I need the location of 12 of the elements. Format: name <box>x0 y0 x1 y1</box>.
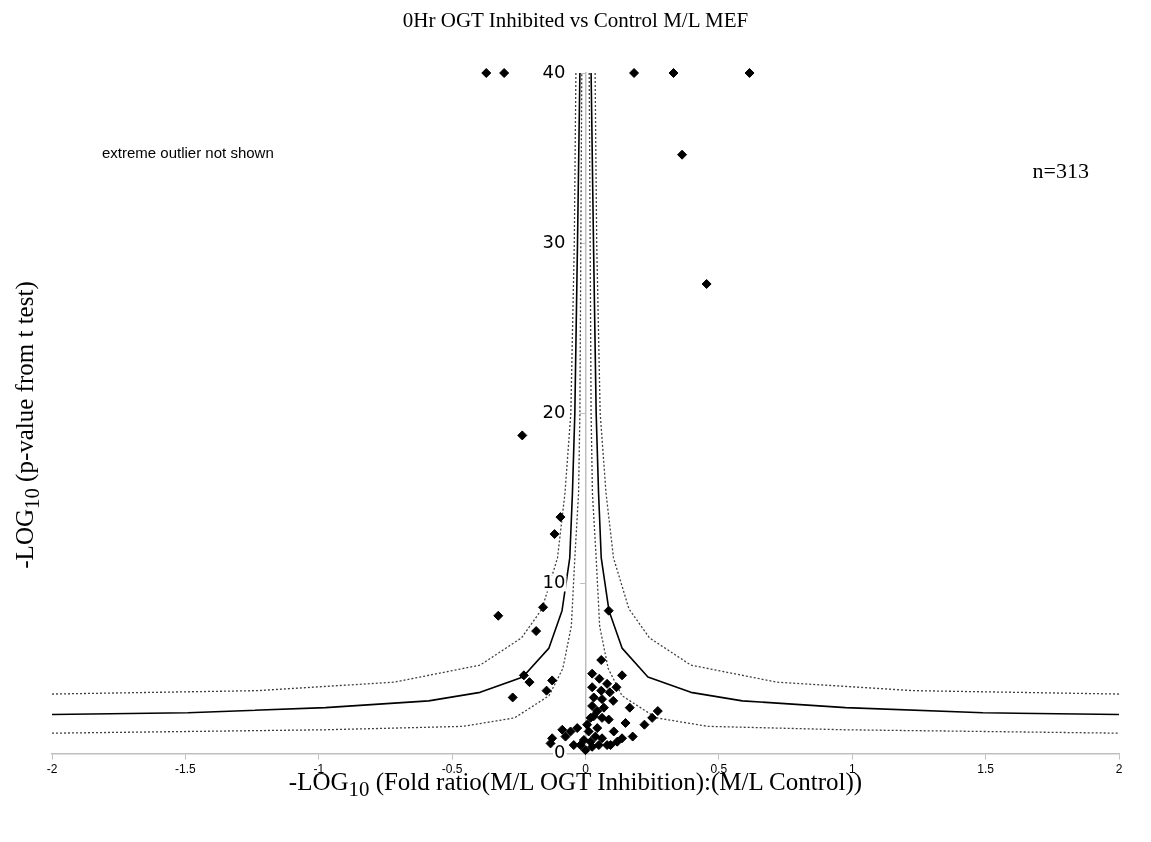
y-tick-label: 20 <box>542 400 566 422</box>
x-tick-label: 2 <box>1115 762 1123 777</box>
annotation: extreme outlier not shown <box>102 144 274 161</box>
x-tick-label: 1.5 <box>977 762 995 777</box>
y-tick-label: 40 <box>542 60 566 82</box>
chart-title: 0Hr OGT Inhibited vs Control M/L MEF <box>401 8 750 33</box>
x-tick-label: -1.5 <box>175 762 197 777</box>
annotation: n=313 <box>1032 158 1089 183</box>
y-tick-label: 10 <box>542 571 566 593</box>
y-tick-label: 30 <box>542 230 566 252</box>
x-tick-label: -2 <box>46 762 58 777</box>
y-tick-label: 0 <box>554 741 566 763</box>
